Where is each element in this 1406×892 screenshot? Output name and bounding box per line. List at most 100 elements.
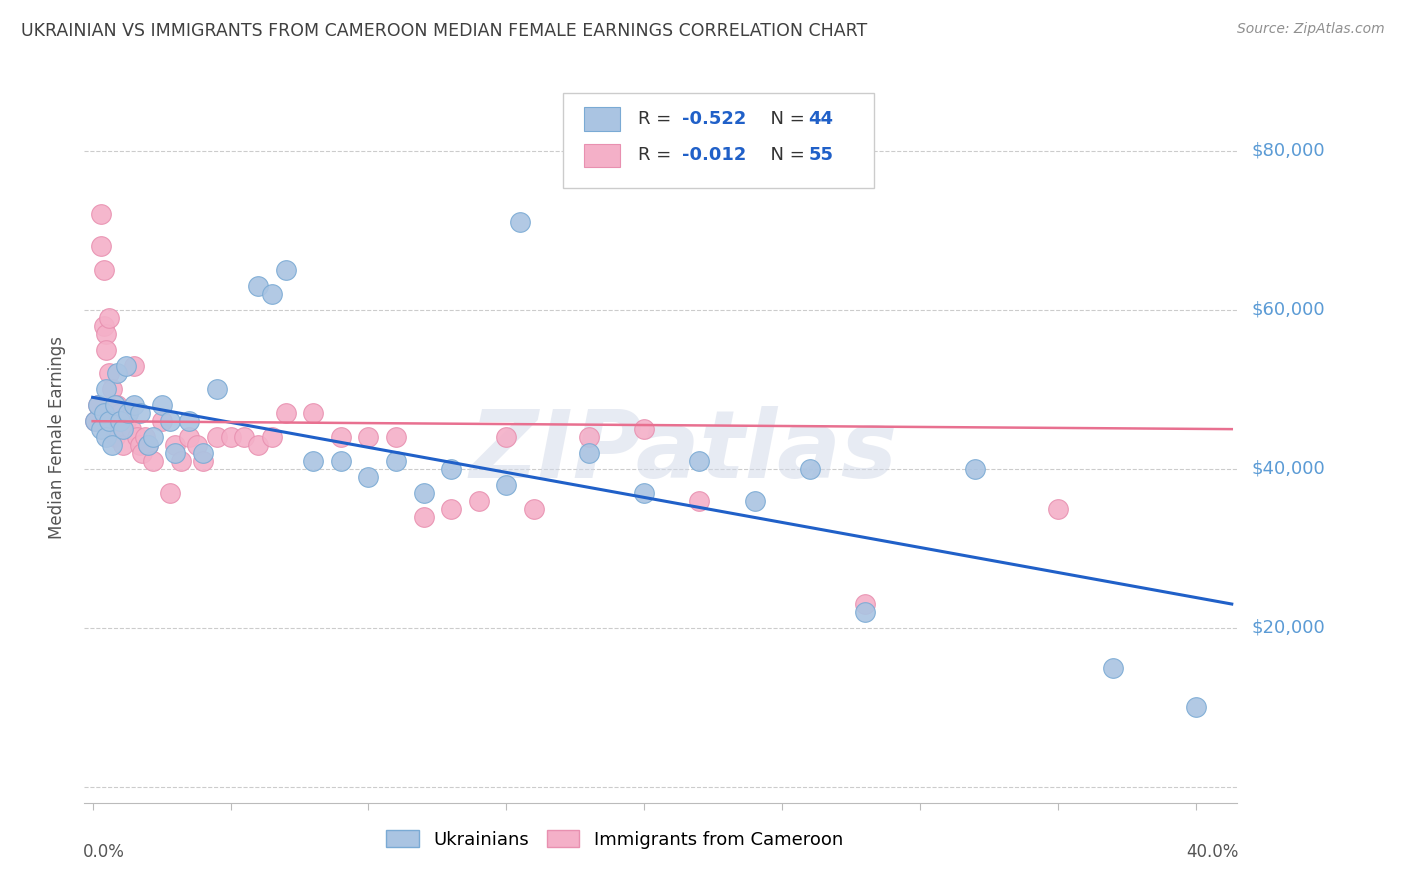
Point xyxy=(107,398,129,412)
Point xyxy=(260,287,283,301)
Point xyxy=(150,398,173,412)
Point xyxy=(120,422,142,436)
Point xyxy=(440,501,463,516)
Point xyxy=(357,470,380,484)
Point xyxy=(385,430,408,444)
Point xyxy=(440,462,463,476)
Point xyxy=(93,406,115,420)
Point xyxy=(93,263,115,277)
Point xyxy=(302,454,325,468)
Point xyxy=(90,207,112,221)
Point xyxy=(104,406,127,420)
Point xyxy=(260,430,283,444)
Point xyxy=(96,343,118,357)
Point xyxy=(274,263,297,277)
Point xyxy=(965,462,987,476)
Point xyxy=(799,462,821,476)
Point xyxy=(90,422,112,436)
Point xyxy=(495,477,517,491)
Point xyxy=(179,414,201,428)
Point xyxy=(159,414,181,428)
Point xyxy=(688,493,710,508)
Point xyxy=(101,383,124,397)
Point xyxy=(110,406,132,420)
Point xyxy=(688,454,710,468)
Point xyxy=(104,430,127,444)
Point xyxy=(111,438,134,452)
Point xyxy=(110,414,132,428)
Point xyxy=(90,239,112,253)
Point xyxy=(329,454,352,468)
Point xyxy=(101,414,124,428)
Point xyxy=(136,438,159,452)
FancyBboxPatch shape xyxy=(562,94,875,188)
Point xyxy=(111,422,134,436)
Point xyxy=(1185,700,1208,714)
Text: ZIPatlas: ZIPatlas xyxy=(470,406,898,498)
Point xyxy=(96,383,118,397)
Point xyxy=(205,383,228,397)
Point xyxy=(412,485,434,500)
Point xyxy=(179,430,201,444)
Text: $60,000: $60,000 xyxy=(1251,301,1324,318)
Point xyxy=(274,406,297,420)
Point xyxy=(98,414,121,428)
Text: $80,000: $80,000 xyxy=(1251,142,1324,160)
Legend: Ukrainians, Immigrants from Cameroon: Ukrainians, Immigrants from Cameroon xyxy=(380,823,851,856)
Point xyxy=(87,398,110,412)
Point xyxy=(84,414,107,428)
Point xyxy=(170,454,193,468)
Point xyxy=(117,406,139,420)
Point xyxy=(114,359,136,373)
Point xyxy=(205,430,228,444)
Text: 0.0%: 0.0% xyxy=(83,843,125,861)
Point xyxy=(150,414,173,428)
Point xyxy=(142,454,165,468)
FancyBboxPatch shape xyxy=(583,107,620,130)
Point xyxy=(136,438,159,452)
Point xyxy=(412,509,434,524)
Text: 55: 55 xyxy=(808,146,834,164)
Text: 40.0%: 40.0% xyxy=(1187,843,1239,861)
Point xyxy=(142,430,165,444)
Point xyxy=(122,359,145,373)
Point xyxy=(128,406,150,420)
FancyBboxPatch shape xyxy=(583,144,620,167)
Point xyxy=(165,446,187,460)
Point xyxy=(104,398,127,412)
Point xyxy=(219,430,242,444)
Text: 44: 44 xyxy=(808,110,834,128)
Text: N =: N = xyxy=(759,146,810,164)
Point xyxy=(633,485,655,500)
Point xyxy=(114,414,136,428)
Text: $20,000: $20,000 xyxy=(1251,619,1324,637)
Point xyxy=(247,438,270,452)
Text: -0.522: -0.522 xyxy=(682,110,747,128)
Point xyxy=(107,422,129,436)
Point xyxy=(98,310,121,325)
Point xyxy=(247,279,270,293)
Point xyxy=(87,398,110,412)
Point xyxy=(523,501,546,516)
Point xyxy=(117,406,139,420)
Point xyxy=(1102,660,1125,674)
Point xyxy=(98,367,121,381)
Point xyxy=(122,398,145,412)
Point xyxy=(744,493,766,508)
Y-axis label: Median Female Earnings: Median Female Earnings xyxy=(48,335,66,539)
Point xyxy=(96,326,118,341)
Point xyxy=(329,430,352,444)
Point xyxy=(93,318,115,333)
Text: UKRAINIAN VS IMMIGRANTS FROM CAMEROON MEDIAN FEMALE EARNINGS CORRELATION CHART: UKRAINIAN VS IMMIGRANTS FROM CAMEROON ME… xyxy=(21,22,868,40)
Point xyxy=(191,454,214,468)
Point xyxy=(101,438,124,452)
Text: R =: R = xyxy=(638,146,676,164)
Text: -0.012: -0.012 xyxy=(682,146,747,164)
Point xyxy=(131,446,153,460)
Point xyxy=(578,446,600,460)
Point xyxy=(385,454,408,468)
Point xyxy=(302,406,325,420)
Point xyxy=(134,430,156,444)
Point xyxy=(125,430,148,444)
Text: $40,000: $40,000 xyxy=(1251,460,1324,478)
